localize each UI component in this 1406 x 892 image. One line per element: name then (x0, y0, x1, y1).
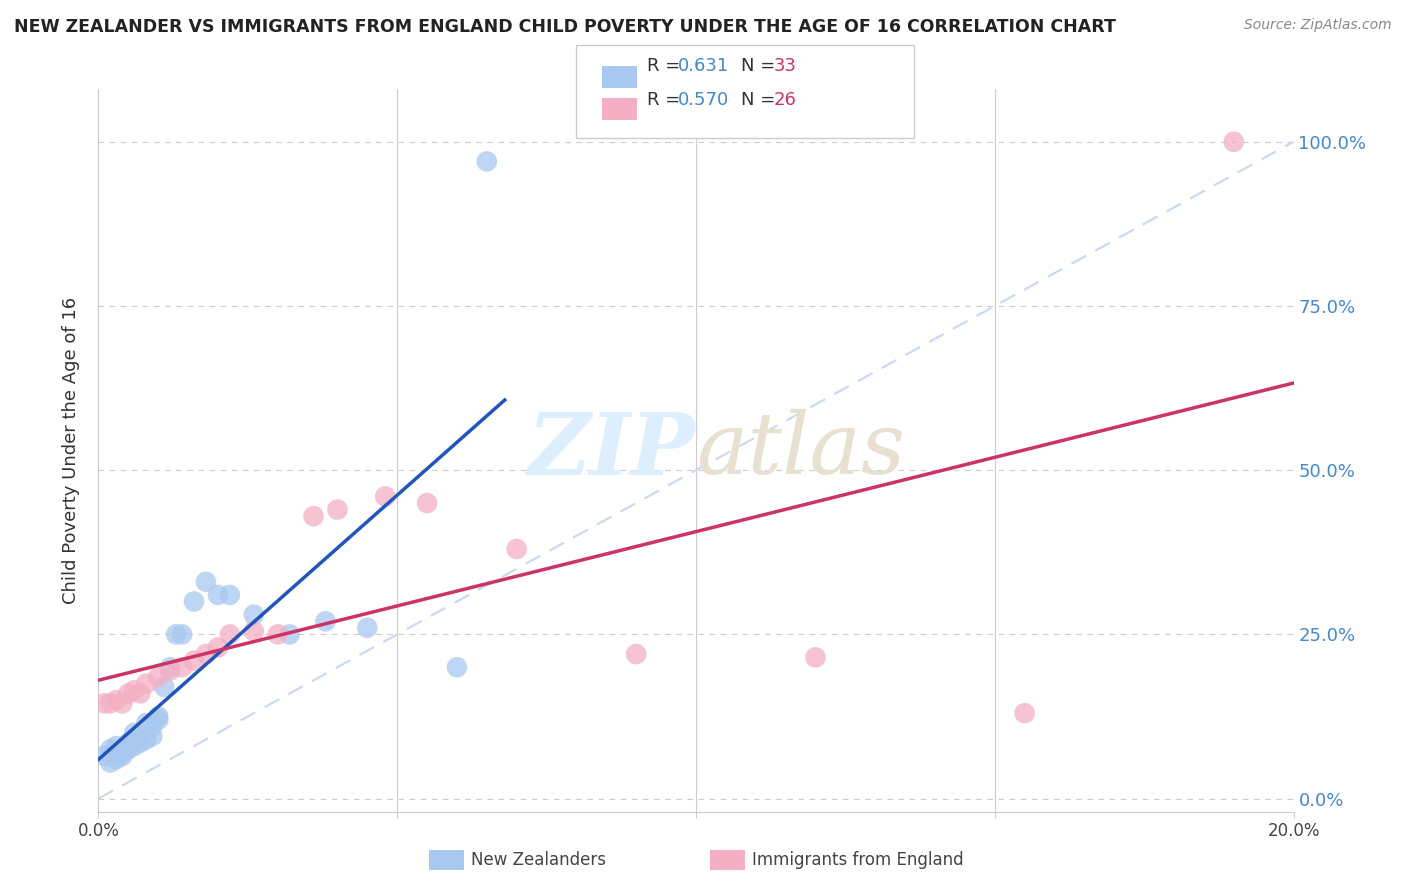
Point (195, 574, 218, 589)
Point (356, 621, 378, 635)
Point (804, 650, 827, 665)
Point (141, 729, 163, 743)
Point (111, 748, 134, 763)
Point (1014, 706, 1036, 721)
Point (302, 509, 325, 524)
Point (267, 627, 290, 641)
Point (117, 742, 139, 756)
Point (135, 716, 157, 731)
Point (1223, 135, 1246, 149)
Point (129, 686, 152, 700)
Point (278, 627, 301, 641)
Y-axis label: Child Poverty Under the Age of 16: Child Poverty Under the Age of 16 (62, 297, 80, 604)
Point (207, 640, 229, 655)
Point (165, 627, 187, 641)
Point (159, 660, 181, 674)
Point (159, 664, 181, 678)
Text: ZIP: ZIP (529, 409, 696, 492)
Text: 33: 33 (773, 57, 796, 75)
Point (105, 739, 128, 753)
Point (141, 719, 163, 733)
Point (135, 676, 157, 690)
Text: NEW ZEALANDER VS IMMIGRANTS FROM ENGLAND CHILD POVERTY UNDER THE AGE OF 16 CORRE: NEW ZEALANDER VS IMMIGRANTS FROM ENGLAND… (14, 18, 1116, 36)
Point (626, 647, 648, 661)
Point (117, 736, 139, 750)
Text: 0.631: 0.631 (678, 57, 728, 75)
Point (93, 748, 115, 763)
Point (475, 154, 498, 169)
Text: Source: ZipAtlas.com: Source: ZipAtlas.com (1244, 18, 1392, 32)
Point (183, 594, 205, 608)
Point (416, 496, 439, 510)
Text: atlas: atlas (696, 409, 905, 491)
Point (148, 709, 170, 723)
Point (111, 746, 134, 760)
Point (98, 697, 122, 711)
Point (98, 756, 122, 770)
Point (195, 647, 218, 661)
Point (111, 697, 134, 711)
Point (207, 588, 229, 602)
Text: R =: R = (647, 91, 686, 109)
Point (219, 627, 242, 641)
Point (183, 654, 205, 668)
Point (148, 670, 170, 684)
Point (124, 683, 146, 698)
Point (124, 739, 146, 753)
Point (135, 732, 157, 747)
Point (243, 624, 266, 639)
Point (326, 502, 349, 516)
Text: N =: N = (741, 91, 780, 109)
Text: 26: 26 (773, 91, 796, 109)
Point (172, 627, 194, 641)
Point (117, 686, 139, 700)
Text: Immigrants from England: Immigrants from England (752, 851, 965, 869)
Point (243, 607, 266, 622)
Point (506, 541, 529, 556)
Text: 0.570: 0.570 (678, 91, 728, 109)
Point (98, 742, 122, 756)
Point (105, 752, 128, 766)
Point (172, 660, 194, 674)
Point (153, 680, 176, 694)
Text: R =: R = (647, 57, 686, 75)
Text: New Zealanders: New Zealanders (471, 851, 606, 869)
Point (105, 693, 128, 707)
Point (374, 490, 396, 504)
Point (124, 726, 146, 740)
Point (219, 588, 242, 602)
Point (446, 660, 468, 674)
Point (129, 736, 152, 750)
Point (93, 697, 115, 711)
Point (315, 614, 337, 628)
Point (129, 729, 152, 743)
Point (148, 713, 170, 727)
Text: N =: N = (741, 57, 780, 75)
